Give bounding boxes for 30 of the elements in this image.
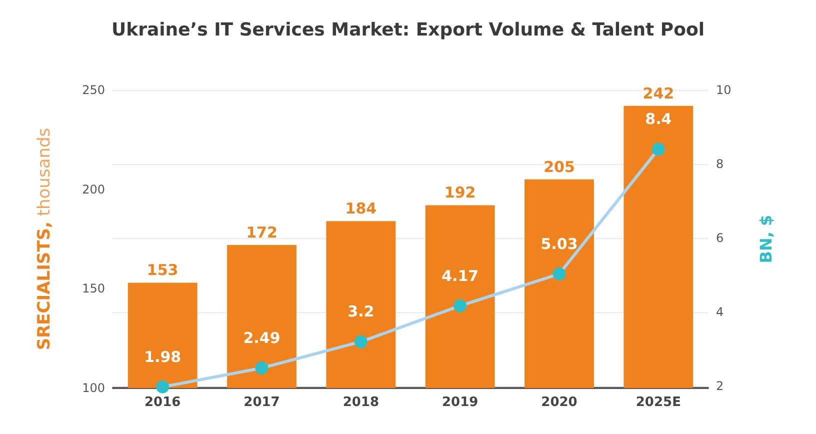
y2-axis-title: BN, $	[756, 214, 776, 264]
y-tick-label: 100	[82, 381, 105, 395]
x-tick-label: 2019	[442, 395, 478, 410]
data-label: 192	[444, 184, 476, 202]
data-label: 4.17	[442, 266, 479, 285]
data-label: 1.98	[144, 348, 182, 366]
chart-title: Ukraine’s IT Services Market: Export Volume & Talent Pool	[111, 20, 705, 40]
y2-tick-label: 8	[716, 157, 724, 172]
data-label: 5.03	[540, 234, 578, 253]
data-label: 153	[146, 261, 178, 280]
x-tick-label: 2025E	[636, 395, 681, 410]
data-label: 3.2	[348, 302, 374, 321]
y2-tick-label: 10	[716, 83, 732, 97]
y-tick-label: 200	[82, 182, 105, 196]
data-label: 242	[642, 84, 674, 102]
x-tick-label: 2018	[342, 395, 380, 410]
x-tick-label: 2016	[144, 395, 181, 410]
y-tick-label: 150	[82, 282, 105, 296]
data-label: 8.4	[645, 110, 672, 128]
x-tick-label: 2017	[244, 395, 280, 410]
x-tick-label: 2020	[541, 395, 578, 410]
data-label: 205	[544, 158, 575, 176]
data-label: 172	[246, 223, 278, 242]
data-label: 184	[345, 200, 377, 218]
y2-tick-label: 4	[716, 305, 724, 320]
y-tick-label: 250	[82, 83, 105, 97]
y-axis-title: SRECIALISTS, thousands	[34, 128, 54, 350]
y2-tick-label: 2	[716, 379, 724, 394]
y2-tick-label: 6	[716, 231, 724, 246]
data-label: 2.49	[243, 329, 280, 348]
